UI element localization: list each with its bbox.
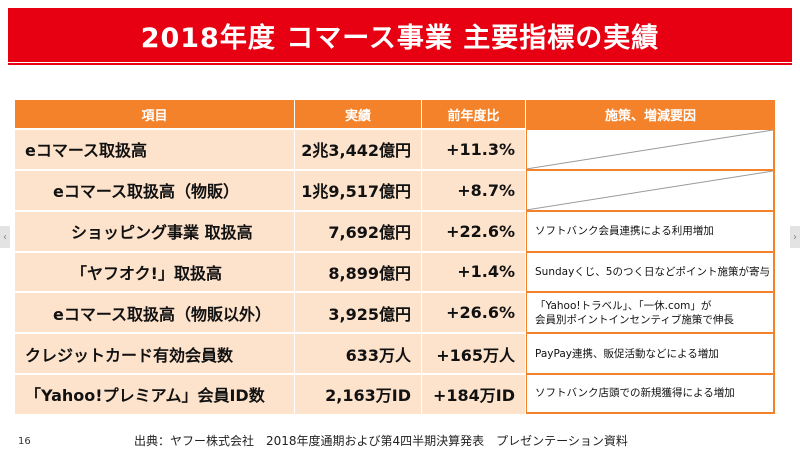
row-result: 2兆3,442億円: [295, 128, 422, 169]
row-note: ソフトバンク会員連携による利用増加: [526, 209, 775, 251]
row-result: 2,163万ID: [295, 373, 422, 414]
row-item: 「ヤフオク!」取扱高: [15, 250, 295, 292]
row-item: クレジットカード有効会員数: [15, 332, 295, 374]
row-change: +11.3%: [422, 128, 526, 169]
source-citation: 出典：ヤフー株式会社 2018年度通期および第4四半期決算発表 プレゼンテーショ…: [134, 434, 628, 448]
row-result: 7,692億円: [295, 209, 422, 251]
page-title: 2018年度 コマース事業 主要指標の実績: [8, 8, 792, 62]
row-item: 「Yahoo!プレミアム」会員ID数: [15, 373, 295, 414]
row-note-empty: [526, 168, 775, 210]
row-result: 633万人: [295, 332, 422, 374]
header-change: 前年度比: [422, 100, 526, 128]
note-line: 「Yahoo!トラベル」、「一休.com」が: [535, 299, 712, 312]
row-change: +26.6%: [422, 291, 526, 333]
diagonal-line: [527, 171, 773, 210]
row-change: +22.6%: [422, 209, 526, 251]
row-change: +8.7%: [422, 168, 526, 210]
row-change: +1.4%: [422, 250, 526, 292]
row-item: eコマース取扱高（物販）: [15, 168, 295, 210]
row-item: eコマース取扱高（物販以外）: [15, 291, 295, 333]
row-item: ショッピング事業 取扱高: [15, 209, 295, 251]
row-note: 「Yahoo!トラベル」、「一休.com」が 会員別ポイントインセンティブ施策で…: [526, 291, 775, 333]
indicators-table: 項目 実績 前年度比 施策、増減要因 eコマース取扱高 2兆3,442億円 +1…: [15, 100, 775, 416]
row-change: +165万人: [422, 332, 526, 374]
header-result: 実績: [295, 100, 422, 128]
row-note: PayPay連携、販促活動などによる増加: [526, 332, 775, 374]
row-item: eコマース取扱高: [15, 128, 295, 169]
title-underline: [8, 63, 792, 65]
row-note: ソフトバンク店頭での新規獲得による増加: [526, 373, 775, 414]
page-number: 16: [18, 436, 31, 447]
row-result: 8,899億円: [295, 250, 422, 292]
row-change: +184万ID: [422, 373, 526, 414]
row-note-empty: [526, 128, 775, 169]
row-result: 1兆9,517億円: [295, 168, 422, 210]
note-line: 会員別ポイントインセンティブ施策で伸長: [535, 313, 734, 326]
diagonal-line: [527, 130, 773, 169]
chevron-left-icon[interactable]: ‹: [0, 226, 10, 248]
row-result: 3,925億円: [295, 291, 422, 333]
header-item: 項目: [15, 100, 295, 128]
row-note: Sundayくじ、5のつく日などポイント施策が寄与: [526, 250, 775, 292]
header-note: 施策、増減要因: [526, 100, 775, 128]
chevron-right-icon[interactable]: ›: [790, 226, 800, 248]
